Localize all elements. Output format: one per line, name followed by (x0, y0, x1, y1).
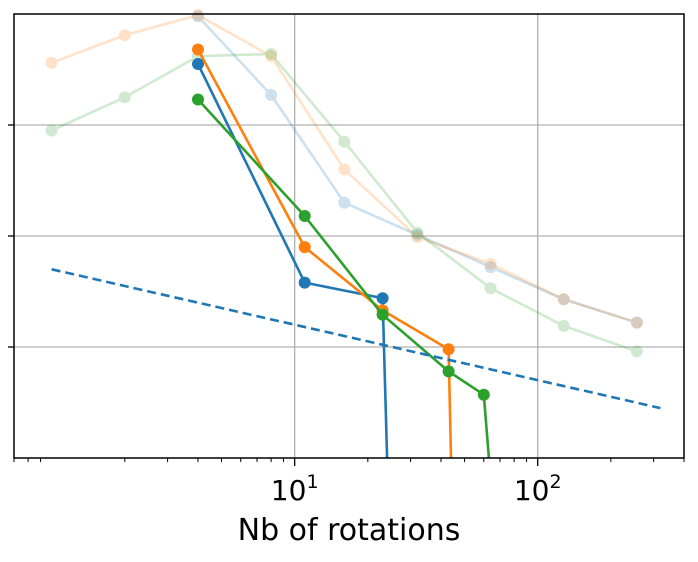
point-green-0 (192, 93, 204, 106)
x-axis-label: Nb of rotations (238, 513, 461, 548)
point-green-1 (298, 210, 311, 222)
series-orange-faded (45, 9, 643, 329)
point-orange-faded-4 (338, 163, 351, 176)
point-green-2 (376, 308, 389, 321)
series-blue (192, 58, 389, 459)
series-line-green (197, 98, 491, 459)
point-green-faded-8 (630, 345, 643, 358)
point-green-faded-3 (265, 48, 278, 60)
ticks: 101 102 (8, 124, 685, 507)
point-blue-faded-4 (484, 261, 497, 274)
point-orange-faded-6 (484, 257, 497, 270)
series-line-blue-faded (197, 15, 638, 324)
x-tick-label-exponent: 2 (549, 471, 561, 493)
point-orange-faded-2 (192, 9, 204, 22)
point-blue-faded-0 (192, 10, 204, 23)
x-tick-label-exponent: 1 (306, 471, 318, 493)
series-line-blue (196, 63, 389, 459)
point-blue-2 (376, 292, 389, 305)
point-orange-faded-1 (118, 29, 131, 42)
point-orange-1 (298, 241, 311, 254)
x-tick-label-1: 102 (514, 471, 562, 507)
point-green-faded-0 (45, 124, 58, 137)
point-green-faded-1 (118, 91, 131, 104)
series-line-orange-faded (51, 13, 638, 324)
series-green-faded (45, 48, 643, 358)
point-blue-faded-6 (630, 316, 643, 329)
point-green-4 (477, 388, 490, 401)
point-orange-0 (192, 43, 204, 56)
point-orange-faded-7 (557, 293, 570, 306)
point-blue-faded-2 (338, 196, 351, 209)
x-tick-label-0: 101 (271, 471, 319, 507)
point-green-faded-7 (557, 319, 570, 332)
grid (14, 14, 684, 458)
point-blue-1 (298, 276, 311, 289)
point-blue-0 (192, 58, 204, 70)
point-green-faded-5 (411, 226, 424, 239)
point-orange-faded-0 (45, 56, 58, 69)
series-layer (45, 9, 661, 459)
point-green-faded-4 (338, 135, 351, 148)
series-line-reference (51, 268, 661, 410)
point-blue-faded-1 (265, 89, 278, 101)
series-blue-faded (192, 10, 643, 329)
x-tick-label-base: 10 (271, 474, 307, 507)
point-blue-faded-3 (411, 228, 424, 241)
series-reference (51, 268, 661, 410)
series-green (192, 93, 491, 459)
point-green-3 (442, 365, 455, 378)
point-orange-faded-8 (630, 316, 643, 329)
point-orange-3 (442, 343, 455, 356)
series-line-green-faded (51, 52, 638, 353)
x-tick-label-base: 10 (514, 474, 550, 507)
point-orange-faded-3 (265, 50, 278, 63)
point-green-faded-6 (484, 282, 497, 295)
point-blue-faded-5 (557, 293, 570, 306)
point-orange-faded-5 (411, 231, 424, 244)
